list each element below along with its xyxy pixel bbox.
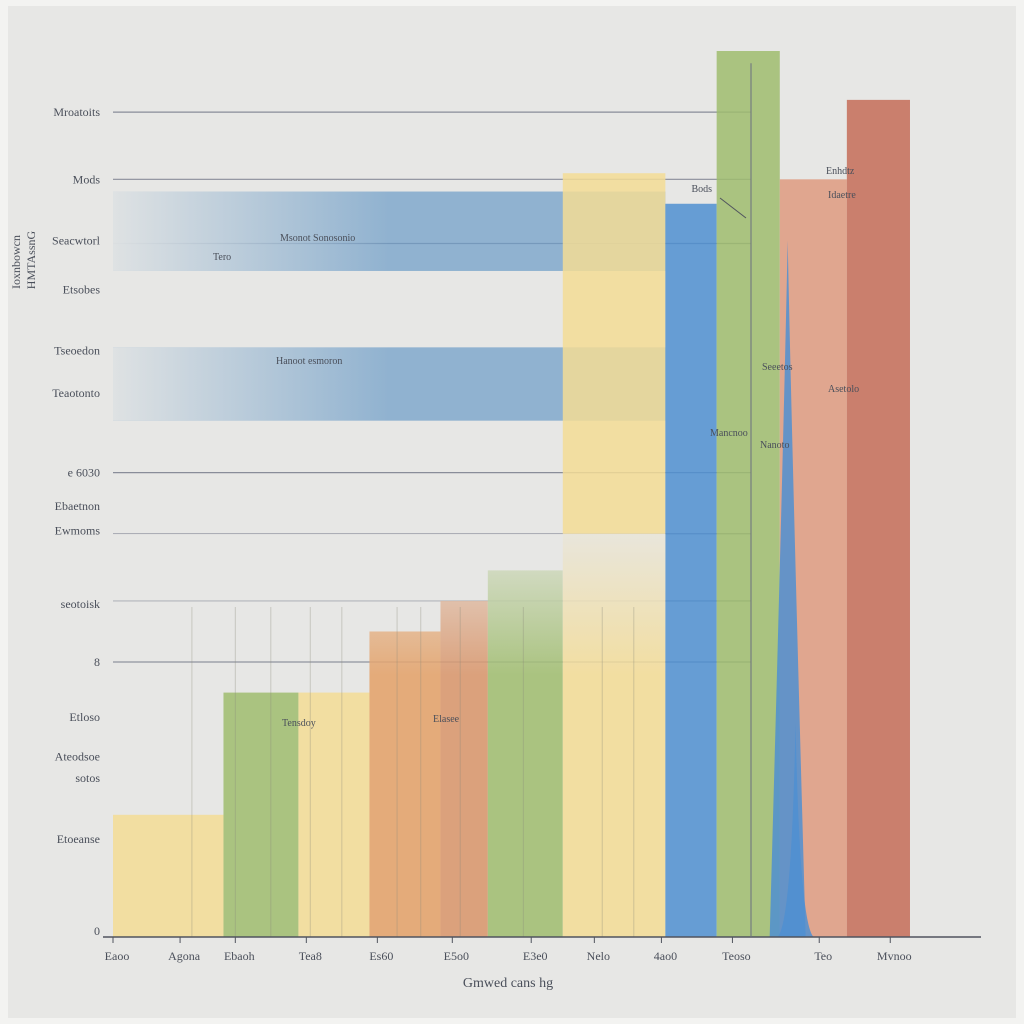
y-tick-label: Seacwtorl [52,233,101,247]
bar-teoso-b [716,51,780,937]
y-tick-label: Teaotonto [52,386,100,400]
x-tick-label: Es60 [369,949,393,963]
bar-mvnoo [846,99,910,938]
annotation-label: Tensdoy [282,718,316,729]
y-tick-label: e 6030 [68,466,100,480]
annotation-label: Asetolo [828,384,859,395]
y-tick-label: sotos [75,771,100,785]
x-tick-label: Agona [168,949,201,963]
y-tick-label: Mods [73,172,101,186]
annotation-label: Enhdtz [826,166,855,177]
x-tick-label: Teoso [722,949,751,963]
chart-frame: Mroatoits Mods Seacwtorl Etsobes Tseoedon Tea… [8,6,1016,1018]
y-tick-label: seotoisk [61,597,100,611]
bar-fade [113,533,666,937]
spike [777,723,814,937]
spike [769,240,806,938]
annotation-label: Hanoot esmoron [276,356,342,367]
x-tick-label: Nelo [587,949,610,963]
y-tick-label: Ebaetnon [55,499,100,513]
tick-labels: Mroatoits Mods Seacwtorl Etsobes Tseoedon Tea… [52,105,912,963]
axes [103,63,981,938]
y-tick-label: Etloso [69,710,100,724]
annotations: Bods Enhdtz Idaetre Msonot Sonosonio Tero Han… [213,166,859,729]
annotation-label: Bods [691,184,712,195]
annotation-label: Nanoto [760,440,789,451]
annotation-label: Idaetre [828,190,856,201]
y-tick-label: Etsobes [63,282,101,296]
annotation-label: Msonot Sonosonio [280,233,355,244]
x-tick-label: Ebaoh [224,949,255,963]
spike-marks [769,240,814,938]
x-tick-label: Mvnoo [877,949,912,963]
x-tick-label: E3e0 [523,949,548,963]
annotation-label: Mancnoo [710,428,748,439]
annotation-label: Seeetos [762,362,793,373]
y-tick-label: 8 [94,655,100,669]
x-tick-label: 4ao0 [654,949,677,963]
bar-chart: Mroatoits Mods Seacwtorl Etsobes Tseoedon Tea… [9,51,981,991]
y-tick-label: Ateodsoe [55,750,100,764]
y-tick-label: Ewmoms [55,524,101,538]
x-tick-label: E5o0 [444,949,469,963]
y-tick-label: Tseoedon [54,343,100,357]
y-axis-label-secondary: HMTAssnG [24,230,38,289]
x-axis-label: Gmwed cans hg [463,976,553,991]
annotation-label: Elasee [433,714,460,725]
bar-teoso [665,203,717,938]
annotation-pointer [719,197,747,219]
y-tick-label: Mroatoits [53,105,100,119]
x-tick-label: Teo [814,949,832,963]
y-tick-label: Etoeanse [57,832,100,846]
y-tick-label: 0 [94,924,100,938]
x-tick-label: Eaoo [105,949,130,963]
annotation-label: Tero [213,252,231,263]
y-axis-label: Ioxnbowcn [9,235,23,289]
x-tick-label: Tea8 [299,949,322,963]
